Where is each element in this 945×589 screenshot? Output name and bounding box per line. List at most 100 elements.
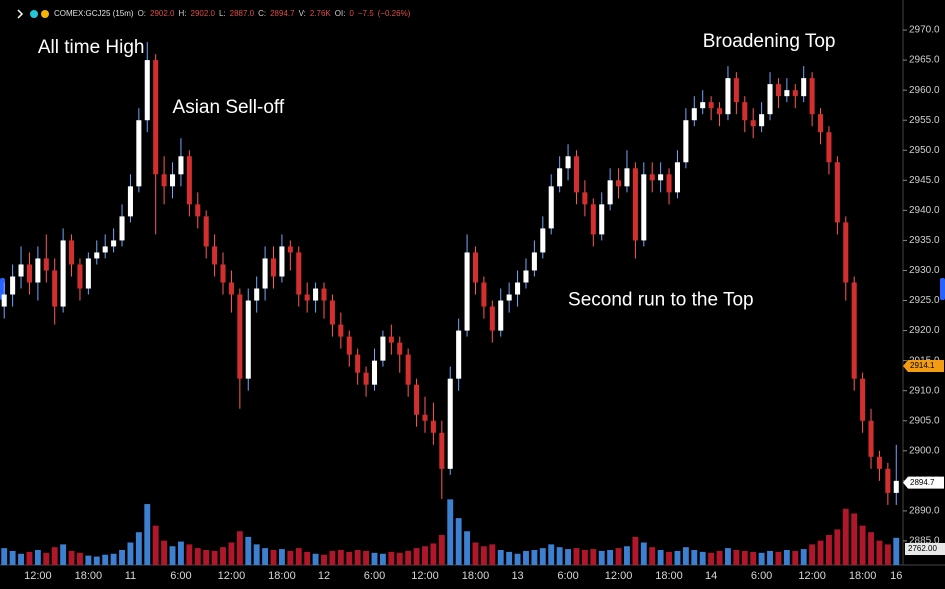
x-tick-label: 18:00 xyxy=(462,570,490,582)
volume-bar xyxy=(203,550,210,565)
volume-bar xyxy=(430,543,437,565)
candle-body xyxy=(885,468,891,493)
y-tick-label: 2885.0 xyxy=(909,536,940,547)
volume-bar xyxy=(716,550,723,565)
legend-header: COMEX:GCJ25 (15m) O: 2902.0 H: 2902.0 L: 2887.… xyxy=(54,9,411,18)
candle-body xyxy=(26,264,32,283)
candle-body xyxy=(725,78,731,115)
volume-bar xyxy=(607,550,614,565)
candle-body xyxy=(767,84,773,115)
candle-body xyxy=(515,282,521,295)
x-tick-label: 16 xyxy=(890,570,902,582)
candle-body xyxy=(388,336,394,343)
volume-bar xyxy=(565,549,572,565)
volume-bar xyxy=(278,549,285,565)
candle-body xyxy=(565,156,571,169)
volume-bar xyxy=(228,542,235,565)
symbol: COMEX:GCJ25 (15m) xyxy=(54,9,134,18)
volume-bar xyxy=(666,551,672,565)
header-value: −7.5 xyxy=(358,9,374,18)
volume-bar xyxy=(876,540,883,565)
candle-body xyxy=(733,78,739,103)
volume-bar xyxy=(287,550,294,565)
currency-icon xyxy=(41,10,49,18)
candle-body xyxy=(691,108,697,121)
x-tick-label: 6:00 xyxy=(751,570,772,582)
volume-bar xyxy=(312,553,319,565)
x-tick-label: 12:00 xyxy=(24,570,52,582)
candle-body xyxy=(304,294,310,301)
candle-body xyxy=(792,90,798,97)
candle-body xyxy=(186,156,192,205)
volume-bar xyxy=(152,525,159,565)
candle-body xyxy=(860,378,866,421)
volume-bar xyxy=(211,550,218,565)
volume-bar xyxy=(177,541,184,565)
x-tick-label: 11 xyxy=(125,570,136,582)
header-key: V: xyxy=(299,9,306,18)
x-tick-label: 12:00 xyxy=(798,570,826,582)
volume-bar xyxy=(489,544,496,565)
volume-bar xyxy=(422,546,428,565)
volume-bar xyxy=(329,550,336,565)
header-value: 2902.0 xyxy=(150,9,175,18)
candle-body xyxy=(153,60,159,175)
candle-body xyxy=(641,174,647,241)
volume-bar xyxy=(842,508,849,565)
x-tick-label: 13 xyxy=(511,570,523,582)
volume-bar xyxy=(590,549,597,565)
volume-bar xyxy=(405,550,412,565)
volume-bar xyxy=(346,551,353,565)
volume-bar xyxy=(60,544,67,565)
candle-body xyxy=(313,288,319,301)
candle-body xyxy=(523,270,529,283)
header-value: 2894.7 xyxy=(270,9,295,18)
right-handle[interactable] xyxy=(940,278,945,300)
x-tick-label: 14 xyxy=(705,570,717,582)
volume-bar xyxy=(93,556,100,565)
volume-bar xyxy=(825,535,832,565)
candle-body xyxy=(77,264,83,289)
collapse-icon[interactable] xyxy=(17,9,24,19)
candle-body xyxy=(296,252,302,295)
volume-bar xyxy=(77,552,83,565)
y-tick-label: 2935.0 xyxy=(909,235,940,246)
y-tick-label: 2955.0 xyxy=(909,115,940,126)
candle-body xyxy=(851,282,857,379)
volume-bar xyxy=(792,550,799,565)
x-tick-label: 12:00 xyxy=(605,570,633,582)
volume-bar xyxy=(295,548,302,565)
volume-bar xyxy=(144,504,151,565)
candle-body xyxy=(237,294,243,379)
volume-bar xyxy=(649,547,656,565)
candle-body xyxy=(717,108,723,115)
candle-body xyxy=(590,204,596,235)
volume-bar xyxy=(767,550,773,565)
price-tag xyxy=(903,360,944,373)
candle-body xyxy=(775,84,781,97)
candle-body xyxy=(220,264,226,283)
candle-body xyxy=(144,60,150,121)
candle-body xyxy=(102,246,108,253)
volume-bar xyxy=(464,531,471,565)
volume-tag xyxy=(905,543,945,555)
candle-body xyxy=(750,120,756,127)
volume-bar xyxy=(438,535,445,565)
volume-bar xyxy=(868,532,874,565)
candle-body xyxy=(540,228,546,253)
candle-body xyxy=(472,252,479,283)
volume-bar xyxy=(783,550,790,565)
volume-bar xyxy=(413,548,420,565)
header-value: 2902.0 xyxy=(191,9,216,18)
candle-body xyxy=(1,294,7,307)
candle-body xyxy=(405,354,411,385)
y-tick-label: 2900.0 xyxy=(909,445,940,456)
candle-body xyxy=(245,300,251,379)
candle-body xyxy=(876,456,882,469)
volume-bar xyxy=(85,555,92,565)
candle-body xyxy=(69,240,75,265)
volume-bar xyxy=(51,547,58,565)
x-tick-label: 6:00 xyxy=(364,570,385,582)
annotation: Second run to the Top xyxy=(568,290,754,311)
